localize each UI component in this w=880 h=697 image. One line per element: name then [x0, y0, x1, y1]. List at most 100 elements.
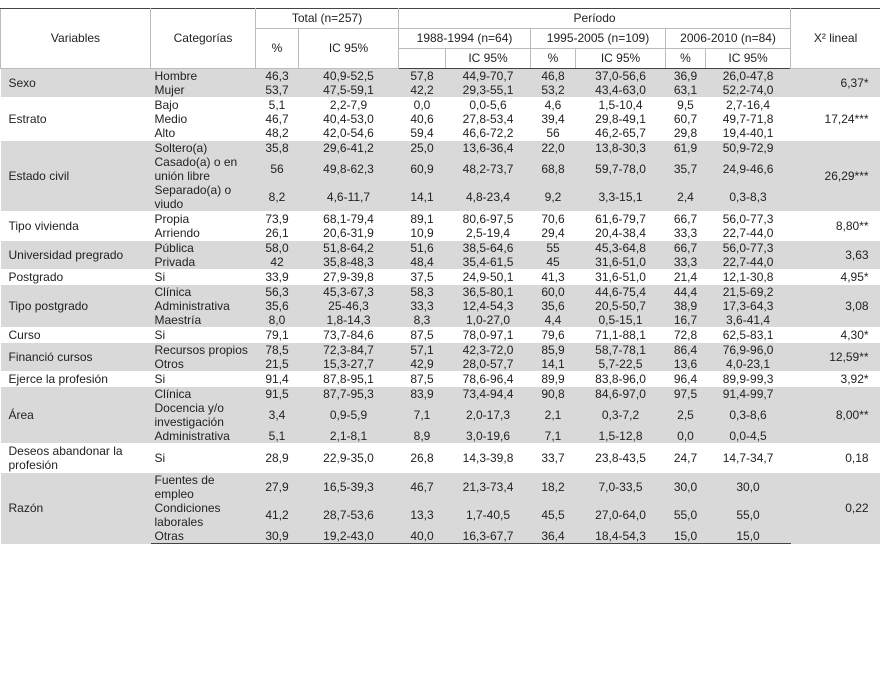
value-cell: 33,3: [666, 255, 706, 270]
chi-cell: 12,59**: [791, 343, 880, 372]
category-cell: Propia: [151, 212, 256, 227]
header-cell: 1988-1994 (n=64): [399, 29, 531, 49]
value-cell: 22,7-44,0: [706, 226, 791, 241]
value-cell: 89,1: [399, 212, 446, 227]
value-cell: 37,0-56,6: [576, 69, 666, 84]
value-cell: 55,0: [666, 501, 706, 529]
value-cell: 70,6: [531, 212, 576, 227]
value-cell: 10,9: [399, 226, 446, 241]
value-cell: 13,6-36,4: [446, 141, 531, 156]
value-cell: 35,8: [256, 141, 299, 156]
value-cell: 46,6-72,2: [446, 126, 531, 141]
header-row: Variables Categorías Total (n=257) Perío…: [1, 9, 880, 29]
value-cell: 39,4: [531, 112, 576, 126]
value-cell: 57,8: [399, 69, 446, 84]
value-cell: 80,6-97,5: [446, 212, 531, 227]
value-cell: 27,9-39,8: [299, 270, 399, 285]
value-cell: 35,8-48,3: [299, 255, 399, 270]
value-cell: 43,4-63,0: [576, 83, 666, 98]
value-cell: 23,8-43,5: [576, 444, 666, 473]
category-cell: Casado(a) o en unión libre: [151, 155, 256, 183]
value-cell: 0,0: [399, 98, 446, 113]
value-cell: 16,3-67,7: [446, 529, 531, 544]
value-cell: 4,6: [531, 98, 576, 113]
value-cell: 58,0: [256, 241, 299, 256]
value-cell: 4,0-23,1: [706, 357, 791, 372]
value-cell: 16,7: [666, 313, 706, 328]
variable-cell: Área: [1, 387, 151, 444]
category-cell: Administrativa: [151, 299, 256, 313]
value-cell: 1,7-40,5: [446, 501, 531, 529]
value-cell: 5,1: [256, 98, 299, 113]
value-cell: 33,9: [256, 270, 299, 285]
results-table: Variables Categorías Total (n=257) Perío…: [0, 8, 880, 544]
value-cell: 22,0: [531, 141, 576, 156]
value-cell: 4,8-23,4: [446, 183, 531, 212]
value-cell: 18,4-54,3: [576, 529, 666, 544]
variable-cell: Curso: [1, 328, 151, 343]
value-cell: 96,4: [666, 372, 706, 387]
category-cell: Administrativa: [151, 429, 256, 444]
category-cell: Otras: [151, 529, 256, 544]
value-cell: 14,3-39,8: [446, 444, 531, 473]
header-cell: 1995-2005 (n=109): [531, 29, 666, 49]
value-cell: 83,9: [399, 387, 446, 402]
value-cell: 3,4: [256, 401, 299, 429]
value-cell: 29,8-49,1: [576, 112, 666, 126]
value-cell: 45,5: [531, 501, 576, 529]
value-cell: 5,7-22,5: [576, 357, 666, 372]
value-cell: 71,1-88,1: [576, 328, 666, 343]
value-cell: 58,3: [399, 285, 446, 300]
value-cell: 0,3-8,3: [706, 183, 791, 212]
value-cell: 15,0: [666, 529, 706, 544]
value-cell: 87,7-95,3: [299, 387, 399, 402]
value-cell: 0,0-4,5: [706, 429, 791, 444]
value-cell: 27,0-64,0: [576, 501, 666, 529]
category-cell: Alto: [151, 126, 256, 141]
header-cell: Categorías: [151, 9, 256, 69]
chi-cell: 26,29***: [791, 141, 880, 212]
chi-cell: 17,24***: [791, 98, 880, 141]
value-cell: 3,0-19,6: [446, 429, 531, 444]
category-cell: Clínica: [151, 285, 256, 300]
value-cell: 31,6-51,0: [576, 270, 666, 285]
value-cell: 46,7: [256, 112, 299, 126]
value-cell: 35,7: [666, 155, 706, 183]
value-cell: 87,5: [399, 372, 446, 387]
value-cell: 2,5-19,4: [446, 226, 531, 241]
value-cell: 40,0: [399, 529, 446, 544]
value-cell: 79,1: [256, 328, 299, 343]
value-cell: 29,3-55,1: [446, 83, 531, 98]
value-cell: 62,5-83,1: [706, 328, 791, 343]
value-cell: 7,1: [531, 429, 576, 444]
header-cell: %: [256, 29, 299, 69]
value-cell: 1,5-12,8: [576, 429, 666, 444]
value-cell: 0,0: [666, 429, 706, 444]
value-cell: 46,3: [256, 69, 299, 84]
value-cell: 56,0-77,3: [706, 212, 791, 227]
value-cell: 8,3: [399, 313, 446, 328]
value-cell: 2,0-17,3: [446, 401, 531, 429]
value-cell: 46,2-65,7: [576, 126, 666, 141]
category-cell: Recursos propios: [151, 343, 256, 358]
value-cell: 55,0: [706, 501, 791, 529]
value-cell: 49,8-62,3: [299, 155, 399, 183]
value-cell: 52,2-74,0: [706, 83, 791, 98]
value-cell: 66,7: [666, 241, 706, 256]
value-cell: 35,6: [531, 299, 576, 313]
value-cell: 30,0: [706, 473, 791, 502]
value-cell: 36,5-80,1: [446, 285, 531, 300]
value-cell: 22,9-35,0: [299, 444, 399, 473]
value-cell: 46,7: [399, 473, 446, 502]
value-cell: 76,9-96,0: [706, 343, 791, 358]
value-cell: 28,0-57,7: [446, 357, 531, 372]
value-cell: 33,7: [531, 444, 576, 473]
value-cell: 29,4: [531, 226, 576, 241]
value-cell: 14,1: [399, 183, 446, 212]
value-cell: 0,0-5,6: [446, 98, 531, 113]
value-cell: 87,8-95,1: [299, 372, 399, 387]
